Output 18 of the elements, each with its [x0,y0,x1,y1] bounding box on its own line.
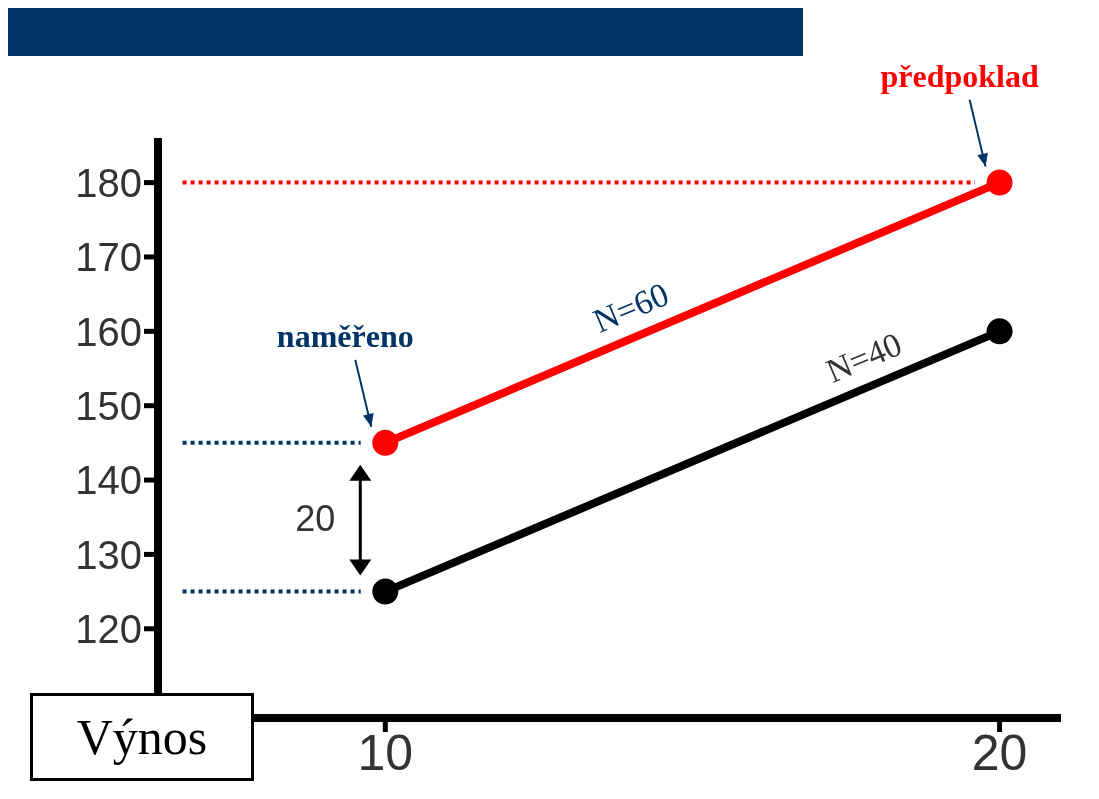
y-tick-label: 120 [75,606,142,651]
annotation: 20 [294,498,336,541]
point [372,429,399,456]
y-tick-label: 170 [75,235,142,280]
y-tick-label: 180 [75,160,142,205]
point [986,169,1013,196]
text: N=60 [586,274,675,342]
annotation: Výnos [30,693,254,781]
point [372,578,399,605]
y-tick-label: 140 [75,458,142,503]
x-tick-label: 10 [357,724,414,781]
y-tick-label: 130 [75,532,142,577]
annotation: předpoklad [879,57,1040,95]
y-tick-label: 160 [75,309,142,354]
y-tick-label: 150 [75,383,142,428]
annotation: naměřeno [275,317,415,355]
text: N=40 [820,323,909,392]
point [986,318,1013,345]
